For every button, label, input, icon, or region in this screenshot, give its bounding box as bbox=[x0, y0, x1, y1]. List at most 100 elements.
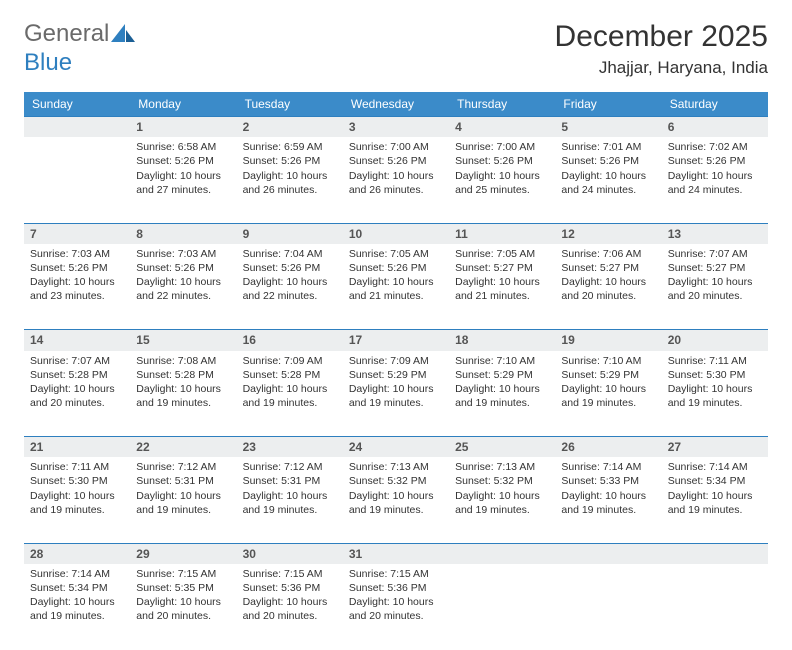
day-content-cell: Sunrise: 7:15 AMSunset: 5:35 PMDaylight:… bbox=[130, 564, 236, 650]
sunrise-line: Sunrise: 7:13 AM bbox=[455, 460, 549, 474]
sunset-line: Sunset: 5:26 PM bbox=[561, 154, 655, 168]
daylight-line: Daylight: 10 hours and 19 minutes. bbox=[136, 382, 230, 410]
sunrise-line: Sunrise: 7:14 AM bbox=[668, 460, 762, 474]
sunrise-line: Sunrise: 7:12 AM bbox=[136, 460, 230, 474]
day-number-cell: 23 bbox=[237, 437, 343, 458]
calendar-header-row: SundayMondayTuesdayWednesdayThursdayFrid… bbox=[24, 92, 768, 117]
logo-sail-icon bbox=[111, 21, 137, 49]
day-content-cell: Sunrise: 7:01 AMSunset: 5:26 PMDaylight:… bbox=[555, 137, 661, 223]
daylight-line: Daylight: 10 hours and 19 minutes. bbox=[136, 489, 230, 517]
sunrise-line: Sunrise: 7:11 AM bbox=[30, 460, 124, 474]
calendar-body: 123456Sunrise: 6:58 AMSunset: 5:26 PMDay… bbox=[24, 117, 768, 650]
sunrise-line: Sunrise: 6:58 AM bbox=[136, 140, 230, 154]
day-number-cell: 22 bbox=[130, 437, 236, 458]
sunrise-line: Sunrise: 6:59 AM bbox=[243, 140, 337, 154]
sunset-line: Sunset: 5:29 PM bbox=[455, 368, 549, 382]
sunset-line: Sunset: 5:26 PM bbox=[668, 154, 762, 168]
logo-text-general: General bbox=[24, 20, 109, 47]
sunset-line: Sunset: 5:28 PM bbox=[136, 368, 230, 382]
sunset-line: Sunset: 5:28 PM bbox=[30, 368, 124, 382]
day-number-cell: 21 bbox=[24, 437, 130, 458]
day-content-cell bbox=[24, 137, 130, 223]
daylight-line: Daylight: 10 hours and 21 minutes. bbox=[455, 275, 549, 303]
day-content-cell: Sunrise: 7:02 AMSunset: 5:26 PMDaylight:… bbox=[662, 137, 768, 223]
day-content-cell: Sunrise: 7:13 AMSunset: 5:32 PMDaylight:… bbox=[449, 457, 555, 543]
sunset-line: Sunset: 5:32 PM bbox=[349, 474, 443, 488]
day-content-cell: Sunrise: 7:07 AMSunset: 5:27 PMDaylight:… bbox=[662, 244, 768, 330]
day-header: Sunday bbox=[24, 92, 130, 117]
daylight-line: Daylight: 10 hours and 20 minutes. bbox=[668, 275, 762, 303]
day-number-cell: 9 bbox=[237, 223, 343, 244]
day-content-cell: Sunrise: 7:04 AMSunset: 5:26 PMDaylight:… bbox=[237, 244, 343, 330]
daylight-line: Daylight: 10 hours and 23 minutes. bbox=[30, 275, 124, 303]
daylight-line: Daylight: 10 hours and 20 minutes. bbox=[136, 595, 230, 623]
day-content-cell: Sunrise: 7:03 AMSunset: 5:26 PMDaylight:… bbox=[130, 244, 236, 330]
day-content-cell: Sunrise: 7:11 AMSunset: 5:30 PMDaylight:… bbox=[24, 457, 130, 543]
daylight-line: Daylight: 10 hours and 19 minutes. bbox=[243, 489, 337, 517]
sunrise-line: Sunrise: 7:03 AM bbox=[136, 247, 230, 261]
sunset-line: Sunset: 5:32 PM bbox=[455, 474, 549, 488]
day-content-cell: Sunrise: 7:09 AMSunset: 5:29 PMDaylight:… bbox=[343, 351, 449, 437]
sunrise-line: Sunrise: 7:02 AM bbox=[668, 140, 762, 154]
day-content-cell: Sunrise: 7:15 AMSunset: 5:36 PMDaylight:… bbox=[343, 564, 449, 650]
sunrise-line: Sunrise: 7:12 AM bbox=[243, 460, 337, 474]
sunset-line: Sunset: 5:26 PM bbox=[455, 154, 549, 168]
sunset-line: Sunset: 5:31 PM bbox=[243, 474, 337, 488]
day-content-cell: Sunrise: 7:14 AMSunset: 5:34 PMDaylight:… bbox=[662, 457, 768, 543]
day-header: Tuesday bbox=[237, 92, 343, 117]
sunrise-line: Sunrise: 7:03 AM bbox=[30, 247, 124, 261]
daylight-line: Daylight: 10 hours and 20 minutes. bbox=[30, 382, 124, 410]
title-block: December 2025 Jhajjar, Haryana, India bbox=[555, 20, 768, 78]
day-content-cell: Sunrise: 7:15 AMSunset: 5:36 PMDaylight:… bbox=[237, 564, 343, 650]
day-number-cell: 5 bbox=[555, 117, 661, 138]
sunrise-line: Sunrise: 7:09 AM bbox=[349, 354, 443, 368]
day-number-cell: 30 bbox=[237, 543, 343, 564]
sunset-line: Sunset: 5:34 PM bbox=[668, 474, 762, 488]
day-number-cell: 19 bbox=[555, 330, 661, 351]
content-row: Sunrise: 7:03 AMSunset: 5:26 PMDaylight:… bbox=[24, 244, 768, 330]
sunrise-line: Sunrise: 7:09 AM bbox=[243, 354, 337, 368]
logo: General Blue bbox=[24, 20, 137, 77]
daylight-line: Daylight: 10 hours and 19 minutes. bbox=[668, 382, 762, 410]
daynum-row: 28293031 bbox=[24, 543, 768, 564]
sunset-line: Sunset: 5:34 PM bbox=[30, 581, 124, 595]
daylight-line: Daylight: 10 hours and 19 minutes. bbox=[455, 489, 549, 517]
sunset-line: Sunset: 5:26 PM bbox=[349, 154, 443, 168]
day-content-cell: Sunrise: 7:09 AMSunset: 5:28 PMDaylight:… bbox=[237, 351, 343, 437]
sunset-line: Sunset: 5:30 PM bbox=[668, 368, 762, 382]
sunset-line: Sunset: 5:29 PM bbox=[349, 368, 443, 382]
sunrise-line: Sunrise: 7:07 AM bbox=[30, 354, 124, 368]
day-header: Wednesday bbox=[343, 92, 449, 117]
content-row: Sunrise: 7:11 AMSunset: 5:30 PMDaylight:… bbox=[24, 457, 768, 543]
daylight-line: Daylight: 10 hours and 22 minutes. bbox=[136, 275, 230, 303]
daylight-line: Daylight: 10 hours and 19 minutes. bbox=[561, 489, 655, 517]
daylight-line: Daylight: 10 hours and 21 minutes. bbox=[349, 275, 443, 303]
day-header: Saturday bbox=[662, 92, 768, 117]
daylight-line: Daylight: 10 hours and 19 minutes. bbox=[349, 382, 443, 410]
sunset-line: Sunset: 5:26 PM bbox=[243, 154, 337, 168]
day-content-cell bbox=[449, 564, 555, 650]
day-number-cell bbox=[662, 543, 768, 564]
day-number-cell: 2 bbox=[237, 117, 343, 138]
sunset-line: Sunset: 5:27 PM bbox=[668, 261, 762, 275]
sunrise-line: Sunrise: 7:08 AM bbox=[136, 354, 230, 368]
sunrise-line: Sunrise: 7:07 AM bbox=[668, 247, 762, 261]
sunset-line: Sunset: 5:31 PM bbox=[136, 474, 230, 488]
header: General Blue December 2025 Jhajjar, Hary… bbox=[24, 20, 768, 78]
daylight-line: Daylight: 10 hours and 19 minutes. bbox=[30, 595, 124, 623]
daylight-line: Daylight: 10 hours and 20 minutes. bbox=[349, 595, 443, 623]
day-content-cell: Sunrise: 7:08 AMSunset: 5:28 PMDaylight:… bbox=[130, 351, 236, 437]
day-number-cell: 15 bbox=[130, 330, 236, 351]
day-number-cell: 12 bbox=[555, 223, 661, 244]
day-content-cell: Sunrise: 7:10 AMSunset: 5:29 PMDaylight:… bbox=[449, 351, 555, 437]
sunrise-line: Sunrise: 7:14 AM bbox=[30, 567, 124, 581]
daylight-line: Daylight: 10 hours and 24 minutes. bbox=[668, 169, 762, 197]
daylight-line: Daylight: 10 hours and 19 minutes. bbox=[243, 382, 337, 410]
sunset-line: Sunset: 5:26 PM bbox=[30, 261, 124, 275]
day-number-cell: 29 bbox=[130, 543, 236, 564]
daylight-line: Daylight: 10 hours and 20 minutes. bbox=[243, 595, 337, 623]
sunrise-line: Sunrise: 7:13 AM bbox=[349, 460, 443, 474]
day-content-cell: Sunrise: 7:12 AMSunset: 5:31 PMDaylight:… bbox=[130, 457, 236, 543]
sunrise-line: Sunrise: 7:00 AM bbox=[349, 140, 443, 154]
sunrise-line: Sunrise: 7:01 AM bbox=[561, 140, 655, 154]
